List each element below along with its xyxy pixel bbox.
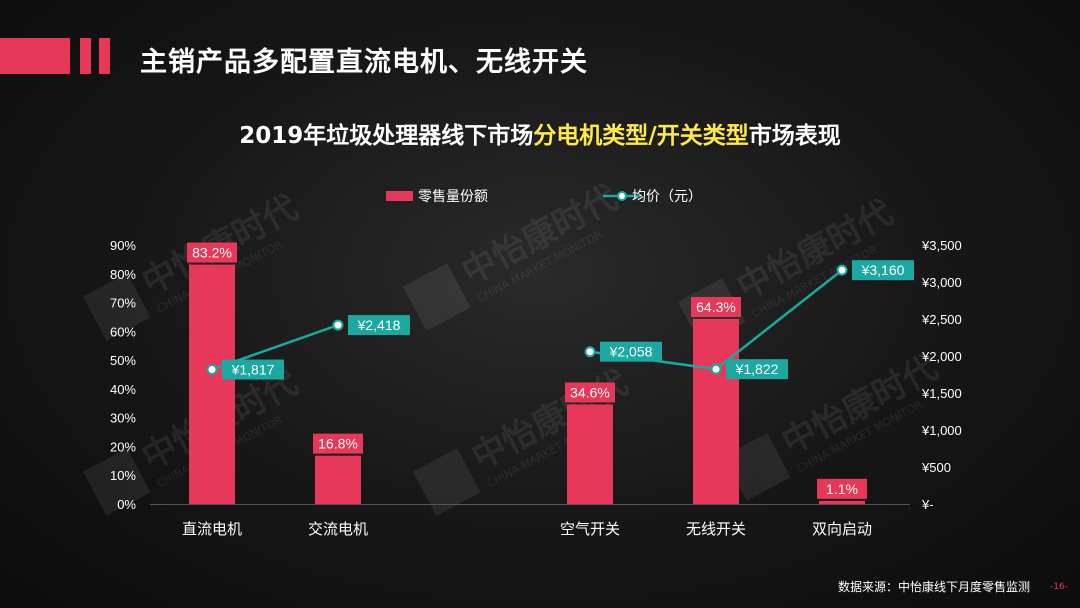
x-tick-label: 空气开关 (560, 520, 620, 538)
bar-label-box (313, 433, 363, 454)
legend-line-label: 均价（元） (632, 189, 702, 205)
y-left-tick-label: 20% (110, 439, 136, 454)
watermark-logo (82, 448, 151, 516)
x-tick-label: 双向启动 (812, 520, 872, 538)
y-right-tick-label: ¥2,000 (921, 349, 962, 364)
watermark-logo (412, 448, 481, 516)
y-left-tick-label: 90% (110, 238, 136, 253)
y-right-tick-label: ¥- (921, 497, 934, 512)
legend-bar-label: 零售量份额 (418, 189, 488, 205)
bar-4 (819, 500, 865, 504)
x-tick-label: 交流电机 (308, 520, 368, 538)
price-data-label: ¥1,822 (735, 361, 779, 377)
y-right-tick-label: ¥3,000 (921, 275, 962, 290)
y-right-tick-label: ¥500 (921, 460, 951, 475)
price-label-box (348, 315, 410, 336)
bar-label-box (817, 478, 867, 499)
price-data-label: ¥3,160 (861, 262, 905, 278)
bar-1 (315, 455, 361, 504)
bar-label-box (565, 382, 615, 403)
y-left-tick-label: 40% (110, 382, 136, 397)
price-point-1 (332, 319, 344, 331)
y-left-tick-label: 0% (117, 497, 136, 512)
chart-title-part: 2019年垃圾处理器线下市场 (239, 123, 534, 149)
price-point-4 (836, 264, 848, 276)
bar-label-box (691, 296, 741, 317)
accent-bar (80, 38, 91, 74)
bar-data-label: 64.3% (696, 299, 736, 315)
bar-3 (693, 318, 739, 504)
accent-bar (0, 38, 70, 74)
x-tick-label: 无线开关 (686, 520, 746, 538)
watermark-logo (722, 433, 791, 501)
chart-title-highlight: 分电机类型/开关类型 (533, 123, 749, 149)
y-right-tick-label: ¥1,500 (921, 386, 962, 401)
legend-line-marker (617, 191, 627, 201)
bar-data-label: 16.8% (318, 436, 358, 452)
y-left-tick-label: 60% (110, 324, 136, 339)
page-title: 主销产品多配置直流电机、无线开关 (140, 47, 588, 78)
price-data-label: ¥2,058 (609, 344, 653, 360)
page-number: -16- (1050, 582, 1068, 592)
x-tick-label: 直流电机 (182, 520, 242, 538)
y-left-tick-label: 80% (110, 267, 136, 282)
y-right-tick-label: ¥3,500 (921, 238, 962, 253)
price-label-box (726, 359, 788, 380)
y-left-tick-label: 10% (110, 468, 136, 483)
bar-2 (567, 404, 613, 504)
price-data-label: ¥2,418 (357, 317, 401, 333)
y-left-tick-label: 70% (110, 296, 136, 311)
y-right-tick-label: ¥2,500 (921, 312, 962, 327)
price-label-box (852, 260, 914, 281)
price-point-0 (206, 364, 218, 376)
bar-data-label: 34.6% (570, 384, 610, 400)
accent-bar (99, 38, 110, 74)
chart-title: 2019年垃圾处理器线下市场分电机类型/开关类型市场表现 (0, 116, 1080, 150)
chart-title-part: 市场表现 (748, 123, 841, 149)
bar-0 (189, 264, 235, 504)
bar-data-label: 83.2% (192, 245, 232, 261)
watermark-logo (82, 273, 151, 341)
y-left-tick-label: 30% (110, 411, 136, 426)
bar-data-label: 1.1% (826, 481, 858, 497)
price-label-box (600, 341, 662, 362)
price-point-2 (584, 346, 596, 358)
price-data-label: ¥1,817 (231, 362, 275, 378)
price-point-3 (710, 363, 722, 375)
price-label-box (222, 359, 284, 380)
legend-bar-swatch (386, 191, 413, 201)
data-source-note: 数据来源：中怡康线下月度零售监测 (837, 580, 1030, 594)
y-right-tick-label: ¥1,000 (921, 423, 962, 438)
bar-label-box (187, 242, 237, 263)
watermark-logo (402, 263, 471, 331)
y-left-tick-label: 50% (110, 353, 136, 368)
